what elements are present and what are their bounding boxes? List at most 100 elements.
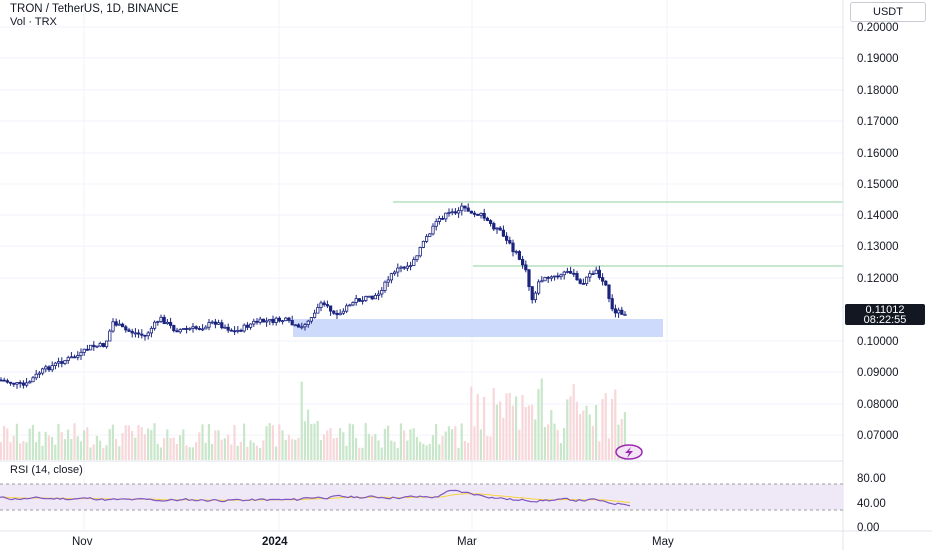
price-axis[interactable]: 0.20000 0.19000 0.18000 0.17000 0.16000 … [857, 22, 899, 442]
candle-body [149, 327, 153, 334]
volume-bar [499, 401, 502, 460]
volume-bar [332, 438, 335, 460]
volume-bar [483, 396, 486, 460]
volume-bar [358, 447, 361, 460]
volume-bar [476, 394, 479, 460]
volume-bar [207, 423, 210, 460]
volume-bar [134, 437, 137, 460]
candle-body [549, 276, 554, 279]
candle-body [450, 211, 454, 214]
volume-bar [255, 445, 258, 460]
volume-bar [297, 437, 300, 460]
candle-body [34, 373, 38, 379]
volume-bar [438, 444, 441, 460]
candle-body [360, 300, 365, 302]
volume-bar [223, 438, 226, 460]
volume-bar [409, 429, 412, 460]
flash-icon[interactable] [615, 444, 643, 460]
candle-body [396, 267, 400, 273]
candle-body [229, 329, 233, 332]
volume-bar [620, 418, 623, 460]
volume-bar [265, 426, 268, 460]
candle-body [447, 211, 451, 214]
volume-bar [457, 447, 460, 460]
candle-body [498, 227, 502, 231]
candle-body [184, 328, 189, 330]
volume-bar [534, 419, 537, 460]
candle-body [210, 321, 214, 324]
volume-bar [479, 429, 482, 460]
volume-bar [380, 447, 383, 460]
price-label: 0.17000 [857, 116, 899, 128]
volume-bar [428, 443, 431, 460]
candle-body [162, 316, 166, 325]
volume-bar [422, 443, 425, 460]
candle-body [364, 296, 368, 301]
volume-bar [95, 435, 98, 460]
support-zone[interactable] [293, 319, 663, 337]
volume-bar [598, 441, 601, 460]
volume-bar [108, 429, 111, 460]
currency-button[interactable]: USDT [850, 2, 926, 22]
volume-bar [227, 434, 230, 460]
candle-body [463, 205, 467, 209]
time-label: May [652, 536, 674, 548]
time-label: Mar [457, 536, 477, 548]
candle-body [31, 377, 35, 383]
candle-body [444, 212, 448, 220]
volume-bar [454, 426, 457, 460]
volume-bar [403, 430, 406, 460]
volume-bar [278, 424, 281, 460]
price-label: 0.08000 [857, 399, 899, 411]
volume-bar [342, 432, 345, 460]
volume-bar [425, 445, 428, 460]
volume-bar [470, 386, 473, 460]
volume-bar [179, 435, 182, 460]
time-axis[interactable]: Nov 2024 Mar May [72, 536, 674, 548]
volume-bar [156, 443, 159, 460]
rsi-axis-label: 0.00 [857, 522, 879, 534]
volume-bar [582, 410, 585, 460]
candle-body [601, 277, 605, 282]
candle-body [540, 280, 544, 283]
candle-body [114, 321, 118, 326]
rsi-axis-label: 40.00 [857, 498, 886, 510]
candle-body [610, 298, 614, 310]
time-label: Nov [72, 536, 93, 548]
volume-bar [575, 401, 578, 460]
candle-body [223, 326, 227, 329]
volume-bar [303, 421, 306, 460]
symbol-legend[interactable]: TRON / TetherUS, 1D, BINANCE [10, 3, 179, 15]
volume-bar [201, 424, 204, 460]
candle-body [28, 381, 32, 384]
candle-body [0, 379, 3, 382]
volume-bar [220, 439, 223, 460]
candle-body [479, 212, 483, 216]
volume-bar [550, 409, 553, 460]
volume-legend[interactable]: Vol · TRX [10, 16, 57, 28]
candle-body [517, 251, 522, 260]
volume-bar [188, 447, 191, 460]
rsi-axis[interactable]: 80.00 40.00 0.00 [857, 473, 886, 534]
price-label: 0.20000 [857, 22, 899, 34]
candle-body [105, 340, 109, 348]
volume-bar [307, 409, 310, 460]
candle-body [136, 332, 141, 335]
volume-bar [467, 442, 470, 460]
candle-body [50, 365, 54, 371]
candle-body [124, 326, 128, 331]
volume-bar [607, 438, 610, 460]
volume-bar [127, 425, 130, 460]
candle-body [5, 380, 9, 383]
candle-body [63, 360, 67, 364]
rsi-legend[interactable]: RSI (14, close) [10, 464, 83, 476]
candle-body [521, 258, 525, 266]
volume-bar [51, 437, 54, 460]
countdown-timer: 08:22:55 [863, 314, 907, 326]
volume-bar [556, 429, 559, 460]
price-label: 0.10000 [857, 336, 899, 348]
candle-body [2, 379, 6, 382]
candle-body [575, 273, 579, 281]
volume-bar [351, 424, 354, 460]
